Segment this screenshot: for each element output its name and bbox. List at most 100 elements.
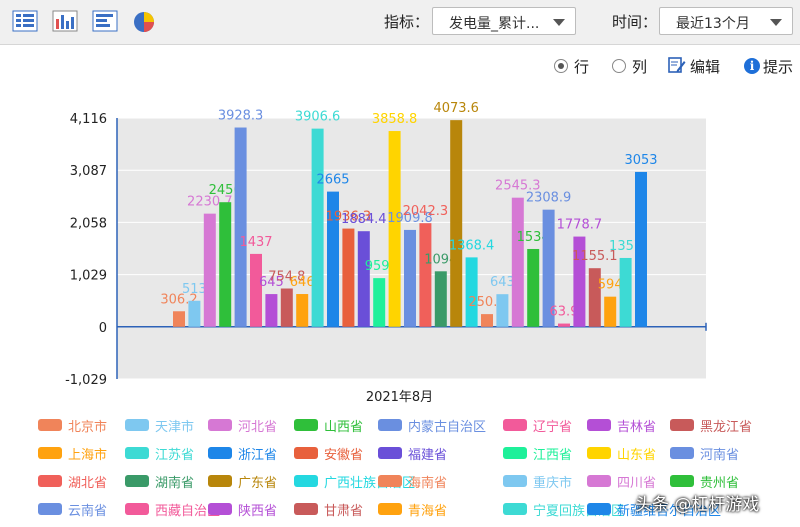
bar-19: [388, 131, 401, 327]
data-label: 1094: [424, 252, 457, 267]
legend-label: 天津市: [155, 420, 195, 435]
data-label: 645: [259, 275, 284, 290]
bar-30: [558, 323, 570, 327]
legend-label: 上海市: [68, 448, 108, 463]
data-label: 2545.3: [495, 179, 541, 194]
legend-label: 湖北省: [68, 476, 108, 491]
legend-swatch: [378, 503, 402, 515]
legend-label: 黑龙江省: [700, 420, 753, 435]
time-select-value: 最近13个月: [676, 16, 750, 32]
data-label: 3906.6: [295, 110, 341, 125]
time-select[interactable]: 最近13个月: [659, 7, 793, 35]
bar-7: [203, 213, 216, 327]
legend-swatch: [294, 503, 318, 515]
bar-13: [296, 294, 309, 327]
edit-button[interactable]: 编辑: [690, 58, 721, 76]
legend-swatch: [587, 475, 611, 487]
legend-swatch: [294, 475, 318, 487]
data-label: 3858.8: [372, 112, 418, 127]
y-tick-label: 1,029: [70, 269, 107, 284]
bar-25: [481, 314, 493, 327]
legend-swatch: [587, 447, 611, 459]
bar-6: [188, 300, 201, 327]
data-label: 3053: [624, 153, 657, 168]
legend-swatch: [294, 447, 318, 459]
data-label: 594: [598, 278, 623, 293]
bar-32: [588, 268, 601, 327]
legend-label: 北京市: [68, 420, 108, 435]
legend-swatch: [503, 503, 527, 515]
data-label: 2308.9: [526, 191, 572, 206]
legend-label: 新疆维吾尔自治区: [617, 504, 722, 519]
horizontal-bar-icon[interactable]: [92, 10, 118, 34]
y-tick-label: 4,116: [70, 112, 107, 127]
legend-swatch: [587, 503, 611, 515]
indicator-select-value: 发电量_累计...: [449, 16, 540, 32]
legend-swatch: [670, 475, 694, 487]
legend-label: 云南省: [68, 504, 108, 519]
legend-swatch: [208, 419, 232, 431]
data-label: 643: [490, 275, 515, 290]
legend-label: 吉林省: [617, 420, 657, 435]
legend-swatch: [378, 419, 402, 431]
bar-15: [327, 191, 339, 327]
legend-swatch: [670, 447, 694, 459]
legend-label: 重庆市: [533, 476, 573, 491]
pie-chart-icon[interactable]: [132, 10, 158, 34]
info-icon[interactable]: i: [744, 58, 760, 74]
legend-swatch: [503, 447, 527, 459]
legend-swatch: [378, 447, 402, 459]
legend-label: 浙江省: [238, 448, 278, 463]
indicator-select[interactable]: 发电量_累计...: [432, 7, 576, 35]
bar-28: [527, 248, 540, 327]
watermark: 头条 @杠杆游戏: [635, 495, 760, 515]
y-tick-label: 2,058: [70, 216, 107, 231]
data-label: 1936.3: [326, 210, 372, 225]
data-label: 1909.8: [387, 211, 433, 226]
legend-label: 江西省: [533, 448, 573, 463]
bar-20: [404, 229, 416, 327]
bar-22: [434, 271, 447, 327]
legend-swatch: [125, 475, 149, 487]
legend-swatch: [208, 503, 232, 515]
column-radio[interactable]: [612, 59, 626, 73]
data-label: 1437: [239, 235, 272, 250]
legend-label: 江苏省: [155, 448, 195, 463]
data-label: 1778.7: [557, 218, 603, 233]
bar-21: [419, 223, 432, 327]
legend-swatch: [503, 419, 527, 431]
bar-34: [619, 257, 632, 327]
data-label: 250.1: [468, 295, 505, 310]
edit-icon[interactable]: [668, 56, 686, 74]
legend-label: 四川省: [617, 476, 657, 491]
legend-label: 西藏自治区: [155, 504, 221, 519]
legend-label: 山西省: [324, 420, 364, 435]
data-label: 3928.3: [218, 109, 264, 124]
bar-5: [173, 311, 185, 327]
legend-swatch: [587, 419, 611, 431]
legend-label: 安徽省: [324, 448, 364, 463]
data-label: 2665: [316, 173, 349, 188]
data-label: 1534: [517, 230, 550, 245]
bar-33: [604, 296, 617, 327]
y-tick-label: 3,087: [70, 164, 107, 179]
data-label: 1368.4: [449, 238, 495, 253]
data-label: 959.: [365, 259, 394, 274]
bar-9: [234, 127, 247, 327]
legend-label: 湖南省: [155, 476, 195, 491]
table-icon[interactable]: [12, 10, 38, 34]
data-label: 513: [182, 282, 207, 297]
legend-swatch: [125, 419, 149, 431]
bar-26: [496, 294, 509, 327]
legend-label: 河南省: [700, 448, 740, 463]
data-label: 2042.3: [403, 204, 449, 219]
legend-swatch: [208, 475, 232, 487]
tip-button[interactable]: 提示: [763, 58, 794, 76]
data-label: 1155.1: [572, 249, 618, 264]
bar-chart-icon[interactable]: [52, 10, 78, 34]
data-label: 646: [290, 275, 315, 290]
indicator-label: 指标：: [384, 13, 430, 31]
legend-swatch: [38, 475, 62, 487]
row-radio[interactable]: [554, 59, 568, 73]
bar-27: [511, 197, 524, 327]
